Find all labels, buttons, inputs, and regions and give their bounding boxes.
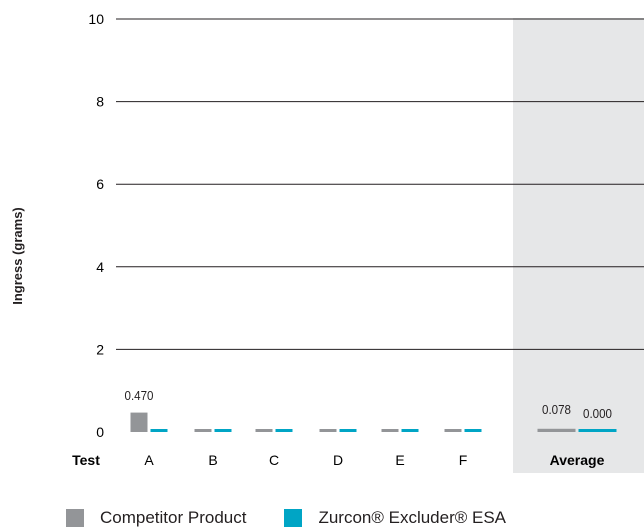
bar-competitor-c	[255, 429, 273, 432]
y-tick-label: 0	[96, 424, 104, 440]
data-label: 0.078	[542, 402, 571, 417]
y-tick-label: 10	[88, 11, 104, 27]
x-axis-label: Test	[72, 452, 100, 468]
x-tick-label: A	[144, 452, 154, 468]
data-label: 0.470	[125, 388, 154, 403]
bar-zurcon-b	[214, 429, 232, 432]
bar-competitor-e	[381, 429, 399, 432]
bar-zurcon-e	[401, 429, 419, 432]
y-tick-label: 2	[96, 341, 104, 357]
x-tick-label: F	[459, 452, 468, 468]
gridlines	[116, 18, 644, 350]
y-tick-label: 4	[96, 259, 104, 275]
x-tick-label: D	[333, 452, 343, 468]
bar-competitor-a	[130, 412, 148, 432]
bar-zurcon-average	[578, 429, 617, 432]
data-label: 0.000	[583, 406, 612, 421]
bar-competitor-d	[319, 429, 337, 432]
y-tick-label: 8	[96, 94, 104, 110]
x-tick-label: E	[395, 452, 404, 468]
bar-zurcon-a	[150, 429, 168, 432]
legend-item-competitor: Competitor Product	[66, 508, 246, 528]
y-tick-label: 6	[96, 176, 104, 192]
y-axis-label: Ingress (grams)	[10, 207, 25, 305]
legend-swatch-zurcon	[284, 509, 303, 527]
bars	[130, 412, 617, 432]
bar-competitor-f	[444, 429, 462, 432]
legend-label-competitor: Competitor Product	[100, 508, 247, 527]
x-tick-label: B	[208, 452, 217, 468]
legend-swatch-competitor	[66, 509, 84, 527]
average-highlight-band	[513, 18, 644, 473]
bar-zurcon-f	[464, 429, 482, 432]
legend-label-zurcon: Zurcon® Excluder® ESA	[318, 508, 507, 527]
y-tick-labels: 0 2 4 6 8 10	[88, 11, 104, 440]
bar-zurcon-c	[275, 429, 293, 432]
x-tick-label: C	[269, 452, 279, 468]
bar-competitor-b	[194, 429, 212, 432]
x-tick-labels: A B C D E F Average	[144, 452, 604, 468]
bar-competitor-average	[537, 428, 576, 432]
data-labels: 0.470 0.078 0.000	[125, 388, 613, 421]
legend-item-zurcon: Zurcon® Excluder® ESA	[284, 508, 506, 528]
legend: Competitor Product Zurcon® Excluder® ESA	[66, 508, 506, 528]
bar-zurcon-d	[339, 429, 357, 432]
x-tick-label: Average	[550, 452, 605, 468]
